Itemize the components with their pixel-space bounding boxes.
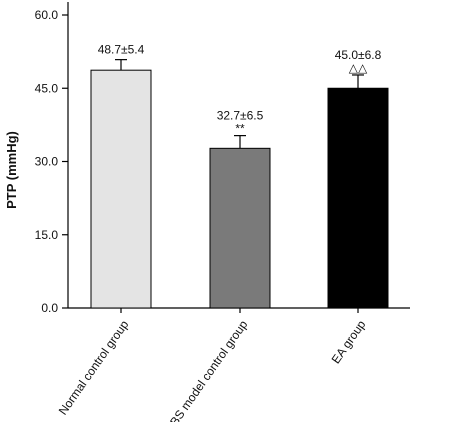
y-axis-label: PTP (mmHg) [4,131,19,209]
bars [90,59,389,309]
value-label: 45.0±6.8 [335,48,382,62]
category-label: Normal control group [56,317,132,417]
value-label: 32.7±6.5 [217,109,264,123]
significance-label: △△ [349,61,368,75]
y-tick-label: 30.0 [35,155,59,169]
y-tick-label: 45.0 [35,81,59,95]
bar [327,87,389,309]
bar [209,147,271,309]
category-label: IBS model control group [165,317,250,422]
value-label: 48.7±5.4 [98,43,145,57]
significance-label: ** [235,122,245,136]
y-tick-label: 0.0 [41,301,58,315]
category-label: EA group [329,317,369,366]
y-tick-label: 15.0 [35,228,59,242]
bar [90,69,152,309]
y-tick-label: 60.0 [35,8,59,22]
